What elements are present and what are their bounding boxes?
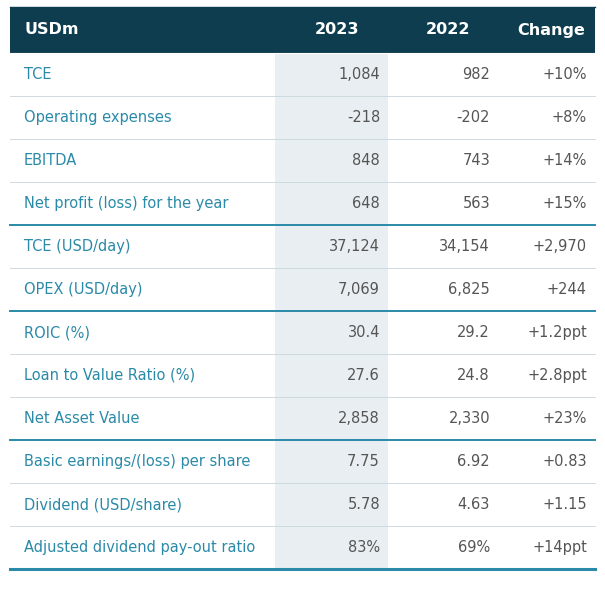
Text: +23%: +23%	[543, 411, 587, 426]
Text: +14ppt: +14ppt	[532, 540, 587, 555]
Text: Basic earnings/(loss) per share: Basic earnings/(loss) per share	[24, 454, 250, 469]
Text: 83%: 83%	[348, 540, 380, 555]
Text: 29.2: 29.2	[457, 325, 490, 340]
Text: 7.75: 7.75	[347, 454, 380, 469]
Text: +14%: +14%	[543, 153, 587, 168]
Text: 24.8: 24.8	[457, 368, 490, 383]
Text: ROIC (%): ROIC (%)	[24, 325, 90, 340]
Text: 6,825: 6,825	[448, 282, 490, 297]
Text: 648: 648	[352, 196, 380, 211]
Text: +15%: +15%	[543, 196, 587, 211]
Text: TCE: TCE	[24, 67, 51, 82]
Text: 7,069: 7,069	[338, 282, 380, 297]
Text: 2022: 2022	[426, 23, 470, 38]
Text: +2,970: +2,970	[533, 239, 587, 254]
Text: 69%: 69%	[458, 540, 490, 555]
Text: +244: +244	[547, 282, 587, 297]
Text: +8%: +8%	[552, 110, 587, 125]
Text: 563: 563	[462, 196, 490, 211]
Text: Loan to Value Ratio (%): Loan to Value Ratio (%)	[24, 368, 195, 383]
Text: 2023: 2023	[314, 23, 359, 38]
Text: 34,154: 34,154	[439, 239, 490, 254]
Text: 6.92: 6.92	[457, 454, 490, 469]
Text: +1.2ppt: +1.2ppt	[527, 325, 587, 340]
Bar	[10, 7, 595, 53]
Text: Operating expenses: Operating expenses	[24, 110, 172, 125]
Bar	[275, 53, 388, 569]
Text: OPEX (USD/day): OPEX (USD/day)	[24, 282, 143, 297]
Text: 27.6: 27.6	[347, 368, 380, 383]
Text: USDm: USDm	[24, 23, 79, 38]
Text: 30.4: 30.4	[347, 325, 380, 340]
Text: EBITDA: EBITDA	[24, 153, 77, 168]
Text: 5.78: 5.78	[347, 497, 380, 512]
Text: -218: -218	[347, 110, 380, 125]
Text: +10%: +10%	[543, 67, 587, 82]
Text: +2.8ppt: +2.8ppt	[527, 368, 587, 383]
Text: 37,124: 37,124	[329, 239, 380, 254]
Text: 2,330: 2,330	[448, 411, 490, 426]
Text: Net profit (loss) for the year: Net profit (loss) for the year	[24, 196, 229, 211]
Text: 2,858: 2,858	[338, 411, 380, 426]
Text: 4.63: 4.63	[457, 497, 490, 512]
Text: Change: Change	[517, 23, 586, 38]
Text: 848: 848	[352, 153, 380, 168]
Text: +0.83: +0.83	[542, 454, 587, 469]
Text: 1,084: 1,084	[338, 67, 380, 82]
Text: 982: 982	[462, 67, 490, 82]
Text: TCE (USD/day): TCE (USD/day)	[24, 239, 131, 254]
Text: Net Asset Value: Net Asset Value	[24, 411, 140, 426]
Text: Dividend (USD/share): Dividend (USD/share)	[24, 497, 182, 512]
Text: 743: 743	[462, 153, 490, 168]
Text: -202: -202	[457, 110, 490, 125]
Text: +1.15: +1.15	[542, 497, 587, 512]
Text: Adjusted dividend pay-out ratio: Adjusted dividend pay-out ratio	[24, 540, 255, 555]
